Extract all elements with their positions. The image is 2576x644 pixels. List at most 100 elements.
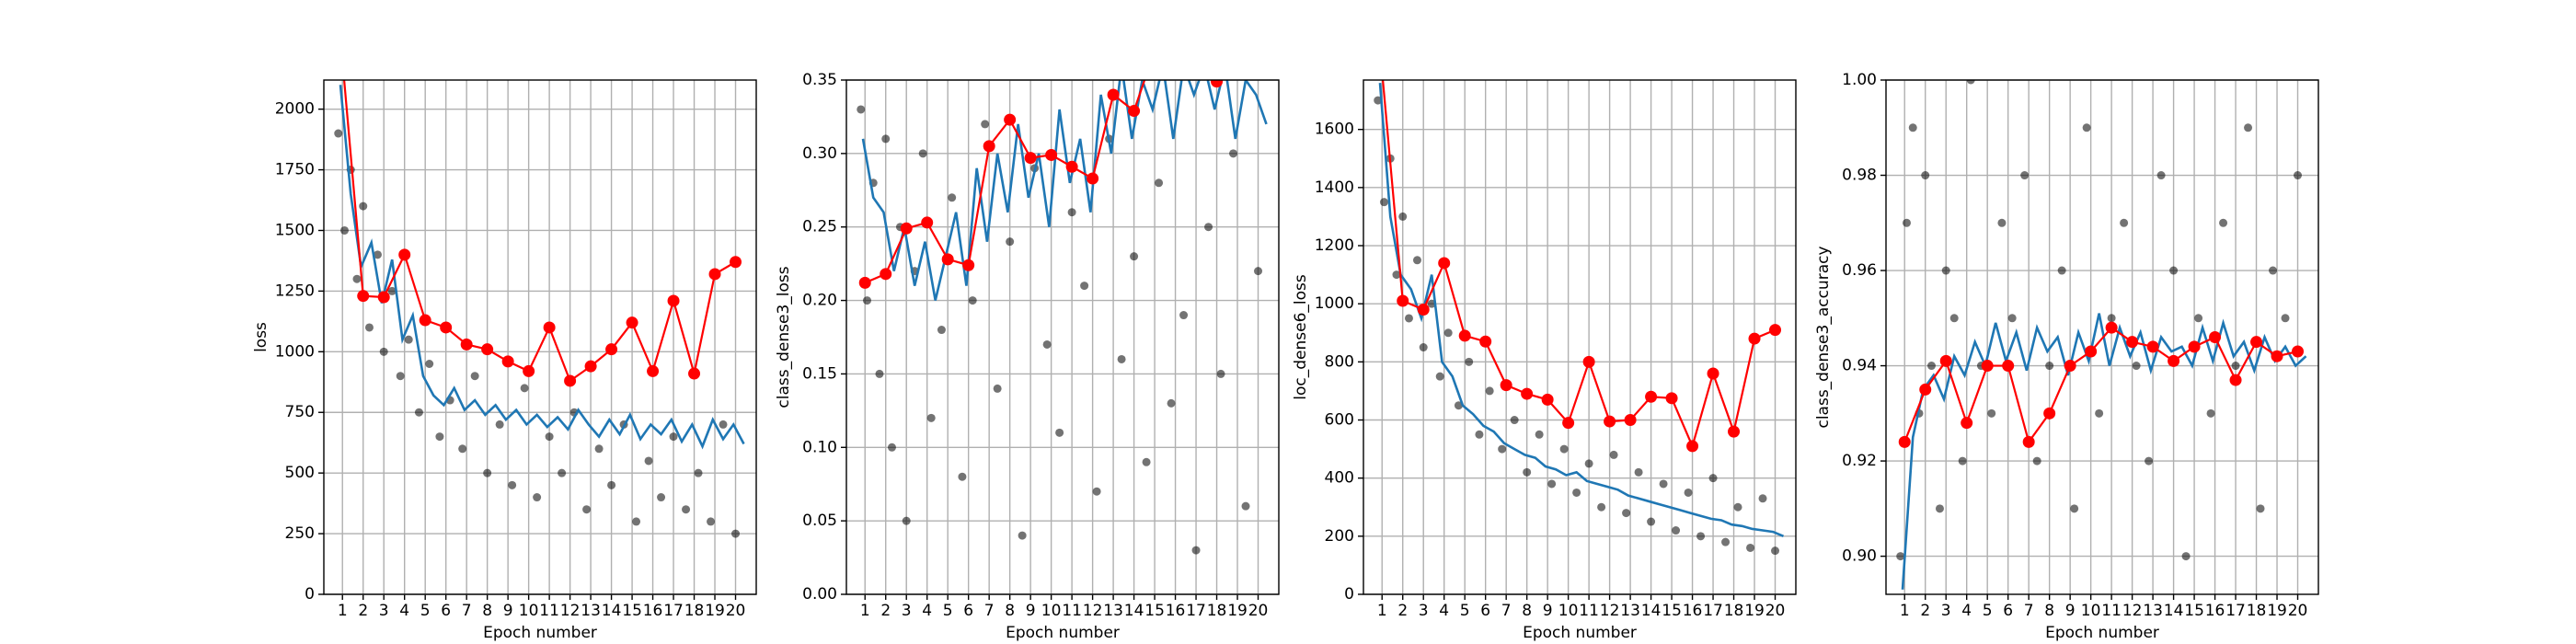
scatter-point — [387, 286, 397, 295]
scatter-point — [1443, 328, 1453, 338]
x-tick-label: 17 — [1703, 602, 1723, 620]
marker — [1149, 45, 1161, 57]
y-tick-label: 0 — [1344, 585, 1354, 604]
x-tick-label: 16 — [1166, 602, 1186, 620]
scatter-point — [2132, 362, 2141, 371]
y-tick-label: 1000 — [275, 342, 315, 361]
y-tick-label: 1500 — [275, 221, 315, 239]
scatter-point — [968, 296, 977, 305]
x-tick-label: 18 — [2247, 602, 2267, 620]
marker — [900, 222, 913, 235]
x-tick-label: 12 — [560, 602, 581, 620]
x-tick-label: 2 — [880, 602, 891, 620]
marker — [564, 374, 577, 387]
x-tick-label: 12 — [1083, 602, 1103, 620]
x-tick-label: 7 — [462, 602, 472, 620]
scatter-point — [881, 134, 891, 144]
scatter-point — [1721, 537, 1731, 546]
x-tick-label: 20 — [726, 602, 746, 620]
x-tick-label: 14 — [1641, 602, 1662, 620]
marker — [1939, 354, 1952, 367]
y-tick-label: 0.00 — [802, 585, 837, 604]
plot-marks — [1374, 80, 1785, 556]
marker — [1769, 324, 1782, 337]
marker — [460, 338, 473, 351]
marker — [1707, 367, 1719, 380]
y-tick-label: 0.96 — [1842, 261, 1877, 280]
scatter-point — [981, 120, 990, 129]
scatter-point — [1647, 517, 1656, 526]
scatter-point — [359, 201, 368, 211]
marker — [1604, 415, 1616, 428]
y-tick-label: 1250 — [275, 282, 315, 300]
marker — [1107, 88, 1120, 101]
scatter-point — [1155, 178, 1164, 188]
scatter-point — [948, 193, 957, 202]
plot-marks — [857, 45, 1268, 555]
y-tick-label: 0 — [305, 585, 315, 604]
x-tick-label: 15 — [622, 602, 642, 620]
scatter-point — [558, 468, 567, 477]
scatter-point — [1758, 494, 1767, 503]
marker — [1397, 294, 1409, 307]
scatter-point — [1510, 416, 1519, 425]
scatter-point — [379, 347, 388, 356]
scatter-point — [731, 529, 741, 538]
scatter-point — [1117, 354, 1126, 363]
y-axis-label: loss — [252, 322, 270, 352]
scatter-point — [719, 420, 728, 429]
marker — [921, 216, 934, 229]
marker — [1087, 172, 1099, 185]
y-tick-label: 0.10 — [802, 438, 837, 456]
x-tick-label: 9 — [1026, 602, 1036, 620]
scatter-point — [1896, 552, 1905, 561]
scatter-point — [875, 369, 884, 378]
marker — [1500, 379, 1512, 392]
y-tick-label: 1200 — [1315, 236, 1354, 255]
marker — [1232, 45, 1244, 57]
marker — [398, 248, 411, 261]
y-tick-label: 0.92 — [1842, 452, 1877, 470]
plot-area — [1363, 80, 1796, 594]
scatter-point — [632, 517, 641, 526]
x-tick-label: 13 — [2143, 602, 2163, 620]
series-line — [342, 80, 737, 383]
scatter-point — [435, 432, 444, 442]
scatter-point — [926, 413, 936, 422]
scatter-point — [2070, 504, 2079, 513]
scatter-point — [334, 129, 343, 138]
y-tick-label: 750 — [285, 403, 315, 421]
scatter-point — [2169, 266, 2179, 275]
x-axis-label: Epoch number — [1006, 624, 1120, 642]
scatter-point — [2181, 552, 2191, 561]
y-tick-label: 1600 — [1315, 121, 1354, 139]
scatter-point — [373, 250, 382, 259]
x-tick-label: 5 — [1983, 602, 1993, 620]
scatter-point — [1179, 311, 1189, 320]
scatter-point — [1997, 218, 2007, 227]
scatter-point — [993, 384, 1002, 393]
scatter-point — [1379, 198, 1388, 207]
marker — [1541, 393, 1554, 406]
scatter-point — [339, 225, 349, 235]
x-tick-label: 10 — [2081, 602, 2101, 620]
y-tick-label: 0.15 — [802, 364, 837, 383]
plot-marks — [1896, 80, 2307, 590]
scatter-point — [1435, 372, 1444, 381]
x-tick-label: 8 — [482, 602, 492, 620]
series-line — [861, 80, 1268, 301]
scatter-point — [2020, 171, 2030, 180]
marker — [1582, 355, 1595, 368]
marker — [419, 314, 431, 327]
x-tick-label: 11 — [1062, 602, 1082, 620]
marker — [2043, 407, 2056, 420]
scatter-point — [2145, 456, 2154, 466]
y-tick-label: 2000 — [275, 100, 315, 119]
marker — [377, 291, 390, 304]
marker — [1417, 303, 1430, 316]
marker — [1898, 435, 1911, 448]
scatter-point — [669, 432, 678, 442]
marker — [1645, 390, 1658, 403]
scatter-point — [1055, 428, 1064, 437]
